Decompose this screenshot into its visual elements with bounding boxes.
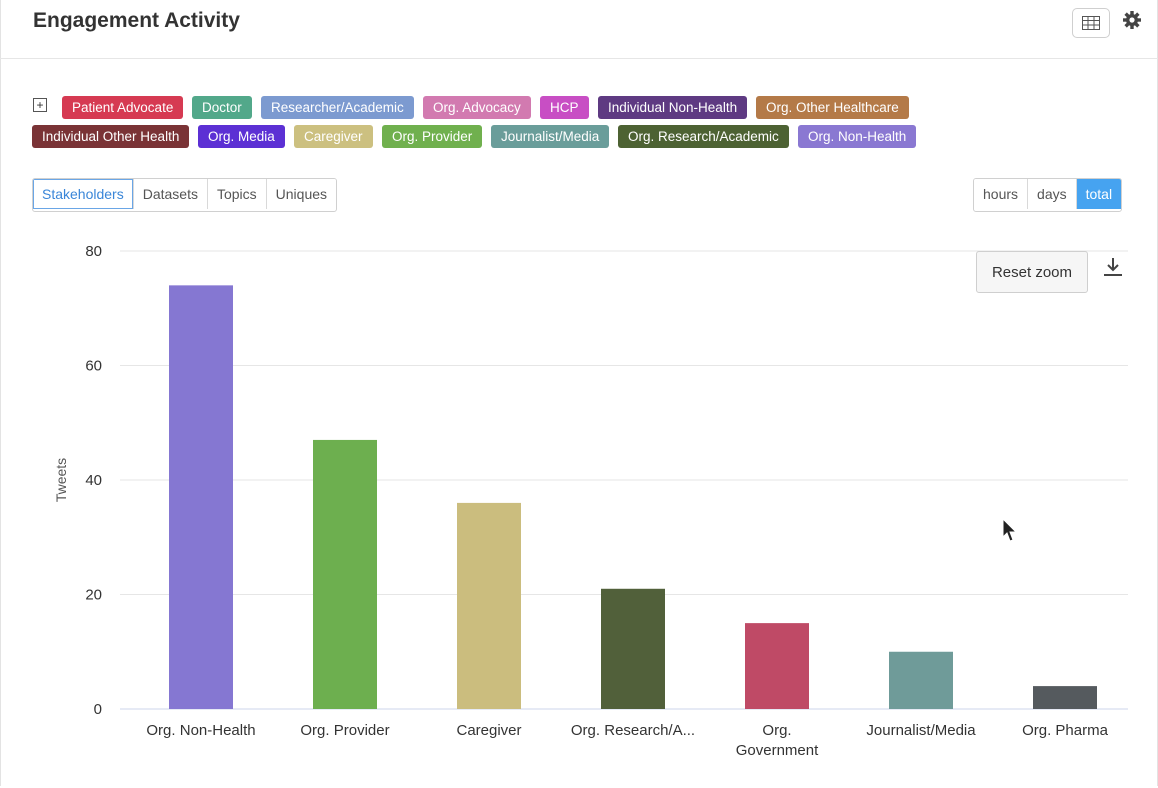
tab-days[interactable]: days bbox=[1028, 179, 1077, 209]
legend-tag[interactable]: Patient Advocate bbox=[62, 96, 184, 119]
mouse-cursor-icon bbox=[1002, 517, 1018, 549]
bar bbox=[169, 285, 233, 709]
plus-square-icon: + bbox=[36, 98, 44, 112]
time-tab-group: hours days total bbox=[973, 178, 1123, 212]
x-tick-label: Journalist/Media bbox=[866, 722, 976, 739]
y-tick-label: 80 bbox=[85, 243, 102, 260]
settings-button[interactable] bbox=[1121, 8, 1143, 32]
tab-datasets[interactable]: Datasets bbox=[133, 179, 208, 209]
legend-tag[interactable]: Org. Media bbox=[198, 125, 285, 148]
gear-icon bbox=[1123, 11, 1141, 29]
tab-hours[interactable]: hours bbox=[974, 179, 1029, 209]
legend-tag[interactable]: Individual Non-Health bbox=[598, 96, 748, 119]
y-tick-label: 40 bbox=[85, 472, 102, 489]
x-tick-label: Org. Pharma bbox=[1022, 722, 1109, 739]
x-tick-label: Org. Non-Health bbox=[146, 722, 255, 739]
panel-header: Engagement Activity bbox=[0, 0, 1158, 59]
legend-tag[interactable]: Org. Other Healthcare bbox=[756, 96, 909, 119]
legend-tag[interactable]: Individual Other Health bbox=[32, 125, 190, 148]
x-tick-label: Org. Research/A... bbox=[571, 722, 695, 739]
reset-zoom-button[interactable]: Reset zoom bbox=[976, 251, 1088, 293]
bar bbox=[457, 502, 521, 709]
y-tick-label: 20 bbox=[85, 587, 102, 604]
tab-uniques[interactable]: Uniques bbox=[266, 179, 337, 209]
page-title: Engagement Activity bbox=[33, 9, 240, 32]
y-tick-label: 60 bbox=[85, 358, 102, 375]
y-tick-label: 0 bbox=[94, 701, 102, 718]
legend-tag[interactable]: Org. Provider bbox=[382, 125, 483, 148]
legend-tag[interactable]: Journalist/Media bbox=[491, 125, 610, 148]
legend-tag[interactable]: Org. Advocacy bbox=[423, 96, 531, 119]
bar bbox=[745, 623, 809, 709]
legend-tag[interactable]: HCP bbox=[540, 96, 589, 119]
download-icon bbox=[1104, 258, 1122, 276]
download-button[interactable] bbox=[1101, 255, 1125, 279]
legend-tag[interactable]: Caregiver bbox=[294, 125, 373, 148]
legend-tag[interactable]: Org. Non-Health bbox=[798, 125, 917, 148]
table-view-button[interactable] bbox=[1072, 8, 1110, 38]
x-tick-label: Org. Government bbox=[736, 722, 819, 759]
bar bbox=[313, 439, 377, 709]
legend-tag[interactable]: Org. Research/Academic bbox=[618, 125, 789, 148]
legend-tag[interactable]: Doctor bbox=[192, 96, 252, 119]
bar bbox=[1033, 686, 1097, 709]
bar bbox=[601, 588, 665, 709]
y-axis-title: Tweets bbox=[53, 458, 69, 502]
bar bbox=[889, 651, 953, 709]
tab-topics[interactable]: Topics bbox=[207, 179, 267, 209]
table-icon bbox=[1082, 16, 1100, 30]
tab-total[interactable]: total bbox=[1076, 179, 1122, 209]
tab-stakeholders[interactable]: Stakeholders bbox=[33, 179, 134, 209]
expand-legend-button[interactable]: + bbox=[33, 98, 47, 112]
view-tab-group: Stakeholders Datasets Topics Uniques bbox=[32, 178, 338, 212]
x-tick-label: Caregiver bbox=[456, 722, 521, 739]
x-tick-label: Org. Provider bbox=[300, 722, 389, 739]
legend-tag[interactable]: Researcher/Academic bbox=[261, 96, 414, 119]
